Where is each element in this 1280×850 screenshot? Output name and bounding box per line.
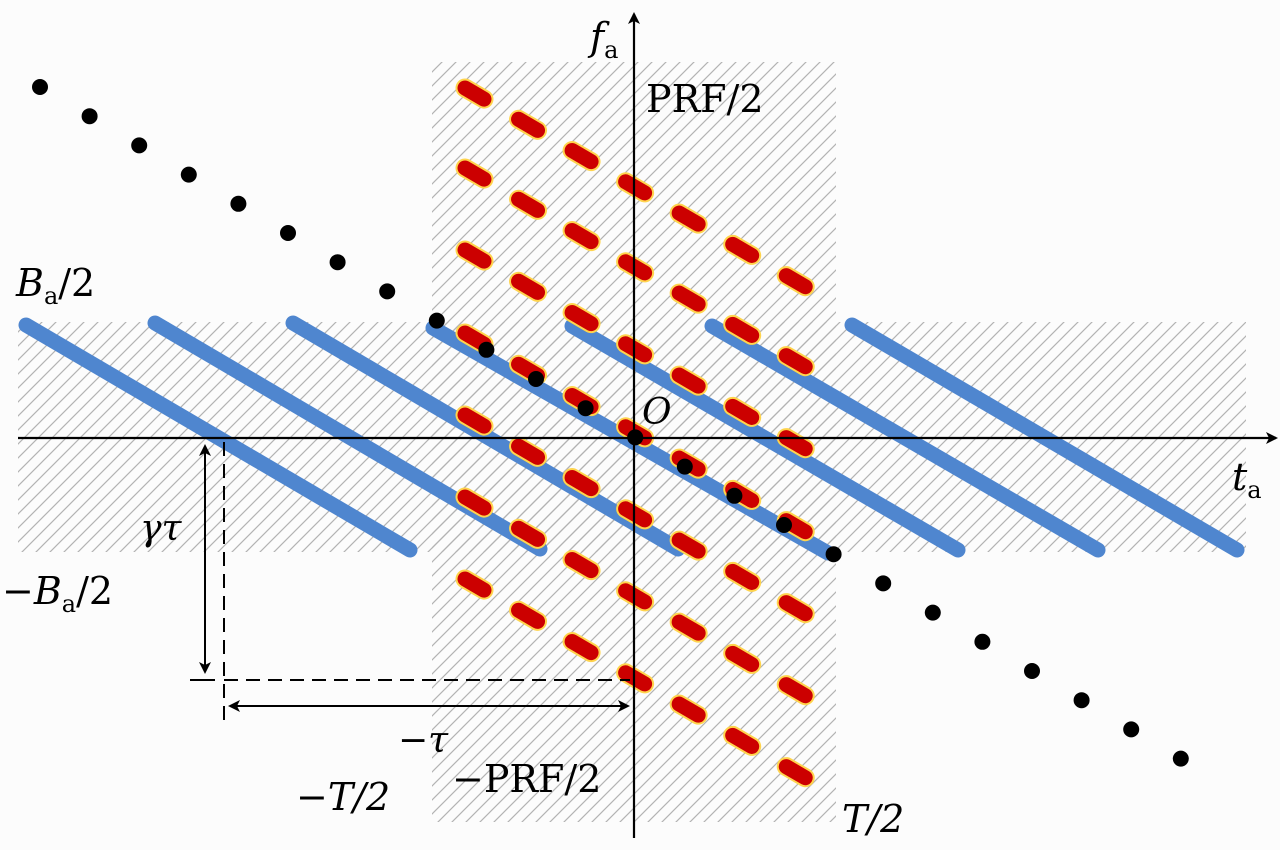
label-minus-T-half: −T/2 bbox=[296, 775, 390, 819]
black-dot-2 bbox=[81, 108, 98, 125]
label-ta-main: t bbox=[1232, 455, 1248, 499]
black-dot-17 bbox=[825, 546, 842, 563]
label-fa-sub: a bbox=[604, 36, 618, 64]
label-ba-bottom-sub: a bbox=[62, 590, 76, 618]
black-dot-4 bbox=[180, 166, 197, 183]
label-ta-sub: a bbox=[1247, 476, 1261, 504]
black-dot-5 bbox=[230, 195, 247, 212]
red-dashed-line-1 bbox=[457, 80, 836, 308]
black-dot-19 bbox=[924, 604, 941, 621]
black-dot-11 bbox=[528, 371, 544, 387]
label-T-half: T/2 bbox=[842, 797, 904, 841]
label-ba-bottom: −Ba/2 bbox=[2, 569, 113, 618]
black-dot-23 bbox=[1123, 721, 1140, 738]
label-ba-bottom-main: B bbox=[33, 569, 62, 613]
black-dot-1 bbox=[32, 79, 48, 95]
black-dot-18 bbox=[875, 575, 892, 592]
red-dashed-line-5 bbox=[457, 407, 836, 635]
red-dashed-line-7 bbox=[457, 571, 836, 799]
label-ba-top-main: B bbox=[15, 261, 44, 305]
black-dot-8 bbox=[379, 283, 396, 300]
black-dot-group bbox=[32, 79, 1189, 767]
black-dot-14 bbox=[676, 458, 693, 475]
label-ba-top-sub: a bbox=[44, 282, 58, 310]
black-dot-22 bbox=[1073, 692, 1090, 709]
label-prf-bottom: −PRF/2 bbox=[452, 757, 601, 801]
black-dot-24 bbox=[1172, 750, 1189, 767]
black-dot-10 bbox=[478, 341, 495, 358]
black-dot-16 bbox=[776, 517, 792, 533]
black-dot-6 bbox=[280, 225, 296, 241]
black-dot-9 bbox=[428, 312, 445, 329]
black-dot-12 bbox=[577, 400, 594, 417]
label-ta: ta bbox=[1232, 455, 1262, 504]
black-dot-3 bbox=[131, 137, 148, 154]
black-dot-15 bbox=[726, 487, 743, 504]
black-dot-21 bbox=[1024, 663, 1040, 679]
label-ba-top: Ba/2 bbox=[15, 261, 95, 310]
label-minus-tau: −τ bbox=[398, 720, 449, 761]
blue-line-3 bbox=[285, 315, 686, 557]
label-gamma-tau: γτ bbox=[140, 508, 183, 549]
red-dashed-line-2 bbox=[457, 160, 836, 388]
label-fa: fa bbox=[587, 15, 618, 64]
black-dot-20 bbox=[974, 633, 991, 650]
label-origin: O bbox=[642, 392, 672, 433]
label-ba-bottom-rest: /2 bbox=[76, 569, 113, 613]
label-prf-top: PRF/2 bbox=[646, 77, 764, 121]
red-dashed-line-6 bbox=[457, 489, 836, 717]
red-dashed-line-3 bbox=[457, 242, 836, 470]
label-ba-top-rest: /2 bbox=[58, 261, 95, 305]
label-ba-bottom-minus: − bbox=[2, 569, 34, 613]
black-dot-7 bbox=[329, 254, 346, 271]
